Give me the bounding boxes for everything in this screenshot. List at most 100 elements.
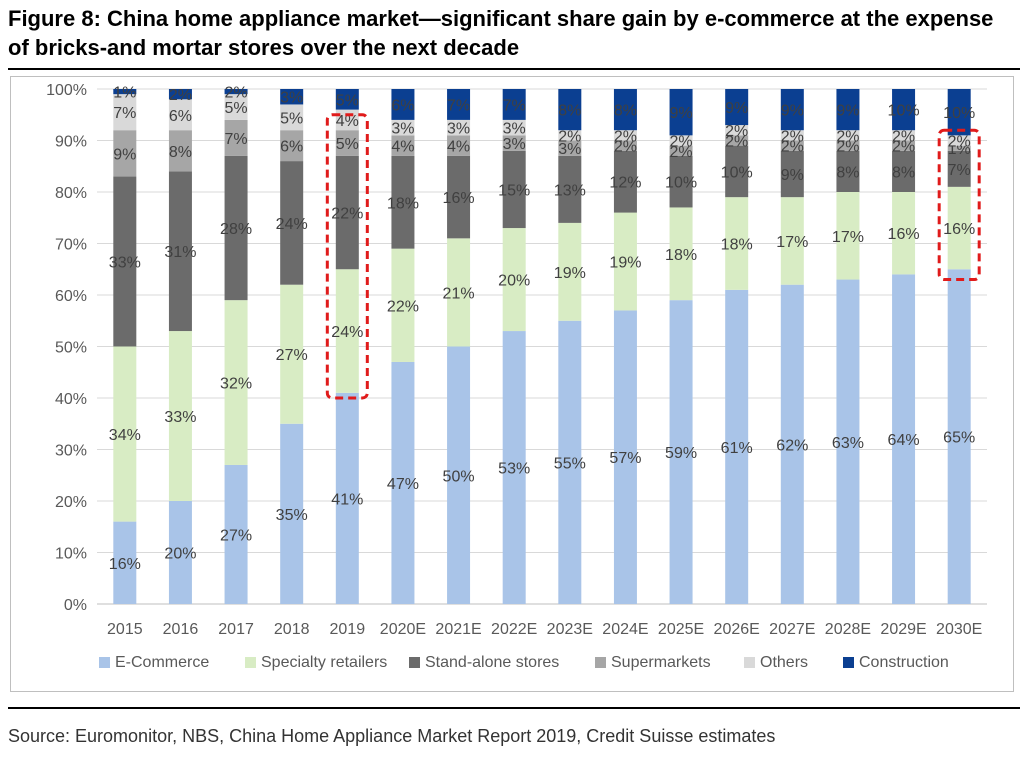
y-tick-label: 50% [55,340,87,357]
data-label: 2% [892,128,915,145]
bar-segment [947,135,971,146]
x-tick-label: 2019 [330,621,366,638]
bar-segment [391,119,415,136]
data-label: 2% [948,134,971,151]
data-label: 16% [943,221,975,238]
data-label: 21% [443,285,475,302]
data-label: 2% [781,128,804,145]
bar-segment [892,130,916,141]
bar-segment [502,331,526,604]
data-label: 53% [498,461,530,478]
bar-segment [947,89,971,136]
data-label: 2% [781,139,804,156]
bar-segment [947,150,971,187]
bar-segment [892,150,916,192]
bar-segment [113,346,137,522]
highlight-box [325,113,369,400]
bar-segment [725,125,749,136]
data-label: 62% [776,437,808,454]
data-label: 57% [609,450,641,467]
bar-segment [669,145,693,156]
bar-segment [391,361,415,604]
data-label: 16% [109,556,141,573]
x-tick-label: 2021E [435,621,481,638]
data-label: 33% [164,409,196,426]
bar-segment [780,284,804,604]
data-label: 9% [113,146,136,163]
data-label: 4% [336,113,359,130]
data-label: 4% [391,139,414,156]
bar-segment [836,192,860,280]
bar-segment [780,130,804,141]
data-label: 16% [888,226,920,243]
legend-swatch [843,657,854,668]
bar-segment [502,89,526,120]
data-label: 3% [503,136,526,153]
data-label: 6% [280,139,303,156]
data-label: 8% [558,103,581,120]
bar-segment [669,155,693,208]
bar-segment [836,140,860,151]
bar-segment [335,89,359,110]
bar-segment [558,130,582,141]
x-tick-label: 2027E [769,621,815,638]
highlight-box [937,128,981,282]
bar-segment [224,155,248,301]
bar-segment [725,289,749,604]
data-label: 19% [554,265,586,282]
bar-segment [836,279,860,604]
y-tick-label: 40% [55,391,87,408]
data-label: 28% [220,221,252,238]
bar-segment [280,284,304,424]
bar-segment [447,346,471,604]
x-tick-label: 2026E [714,621,760,638]
y-tick-label: 90% [55,134,87,151]
bar-segment [502,135,526,151]
data-label: 33% [109,255,141,272]
bar-segment [836,89,860,131]
bar-segment [391,135,415,156]
data-label: 2% [725,123,748,140]
y-tick-label: 60% [55,288,87,305]
data-label: 2% [614,128,637,145]
bar-segment [613,89,637,131]
data-label: 65% [943,430,975,447]
x-tick-label: 2024E [602,621,648,638]
data-label: 61% [721,440,753,457]
data-label: 5% [225,100,248,117]
bar-segment [613,150,637,213]
data-label: 13% [554,182,586,199]
data-label: 19% [609,255,641,272]
y-tick-label: 10% [55,546,87,563]
legend-swatch [245,657,256,668]
data-label: 2% [836,128,859,145]
source-note: Source: Euromonitor, NBS, China Home App… [8,726,776,746]
bar-segment [280,104,304,131]
bar-segment [280,161,304,285]
bar-segment [335,155,359,270]
bar-segment [113,130,137,177]
data-label: 7% [503,97,526,114]
data-label: 5% [336,92,359,109]
data-label: 35% [276,507,308,524]
data-label: 17% [776,234,808,251]
data-label: 9% [781,167,804,184]
bar-segment [447,119,471,136]
data-label: 24% [276,216,308,233]
data-label: 59% [665,445,697,462]
data-label: 2% [892,139,915,156]
data-label: 5% [280,110,303,127]
data-label: 3% [280,90,303,107]
bar-segment [836,150,860,192]
data-label: 27% [276,347,308,364]
bar-segment [725,135,749,146]
legend-swatch [595,657,606,668]
data-label: 27% [220,527,252,544]
bar-segment [780,150,804,198]
bar-segment [780,89,804,131]
y-tick-label: 80% [55,185,87,202]
bar-segment [725,145,749,198]
bar-segment [168,130,192,172]
data-label: 8% [836,164,859,181]
bar-segment [947,145,971,151]
